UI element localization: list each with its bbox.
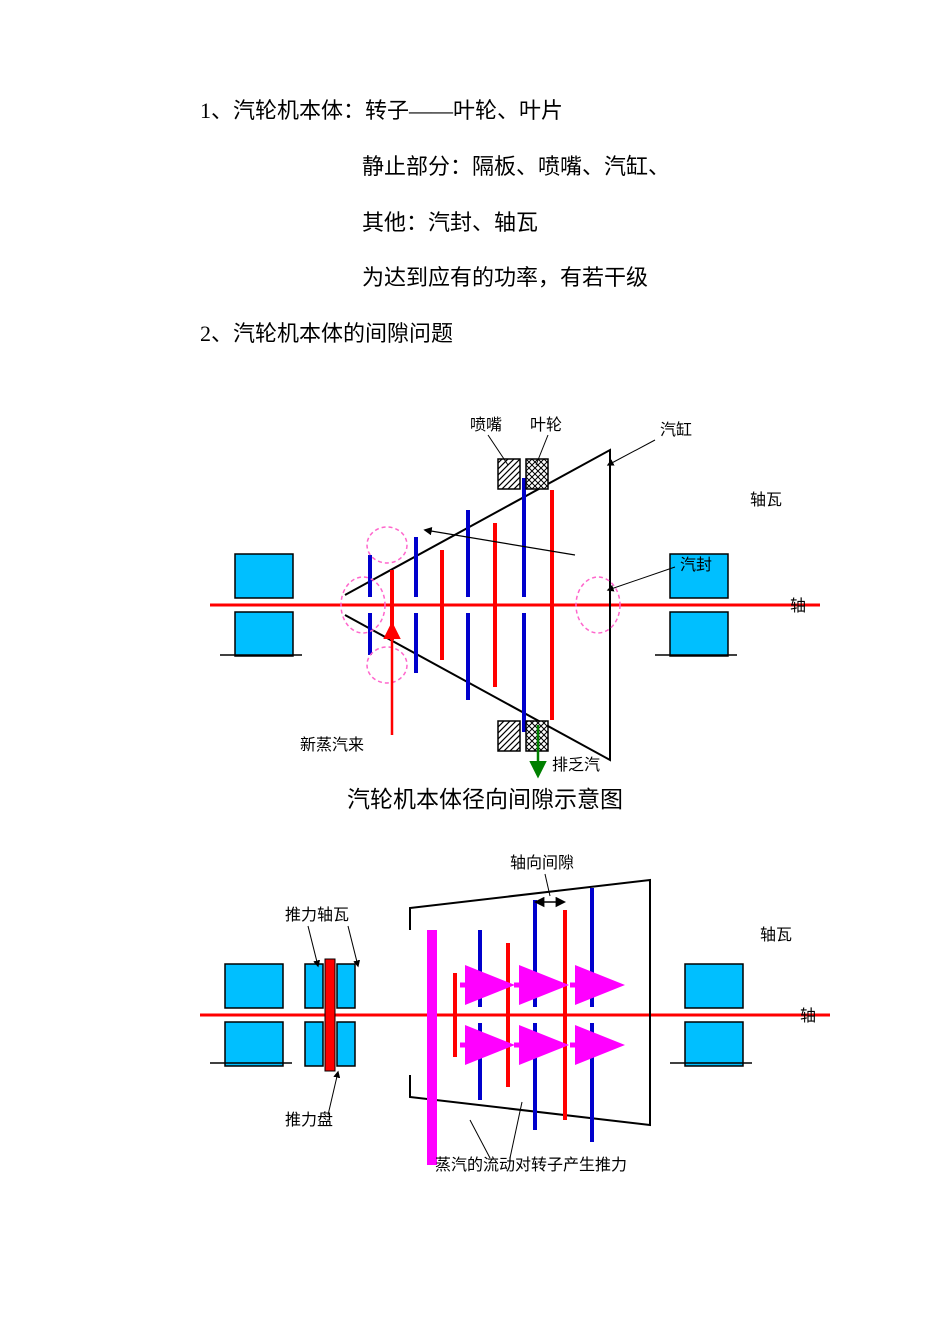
line-5: 2、汽轮机本体的间隙问题: [200, 313, 885, 355]
svg-text:轴: 轴: [800, 1007, 816, 1025]
svg-text:排乏汽: 排乏汽: [552, 756, 600, 774]
line-2: 静止部分：隔板、喷嘴、汽缸、: [200, 146, 885, 188]
axial-clearance-diagram: 推力轴瓦推力盘 轴向间隙轴瓦轴蒸汽的流动对转子产生推力: [130, 820, 830, 1190]
svg-text:喷嘴: 喷嘴: [470, 416, 502, 434]
line-1: 1、汽轮机本体：转子——叶轮、叶片: [200, 90, 885, 132]
svg-text:蒸汽的流动对转子产生推力: 蒸汽的流动对转子产生推力: [435, 1156, 627, 1174]
svg-text:汽缸: 汽缸: [660, 420, 692, 439]
svg-text:轴瓦: 轴瓦: [760, 926, 792, 944]
svg-text:推力轴瓦: 推力轴瓦: [285, 906, 349, 924]
svg-text:汽轮机本体径向间隙示意图: 汽轮机本体径向间隙示意图: [347, 787, 623, 812]
svg-text:轴向间隙: 轴向间隙: [510, 854, 574, 872]
line-4: 为达到应有的功率，有若干级: [200, 257, 885, 299]
radial-clearance-diagram: 喷嘴 叶轮 汽缸轴瓦汽封轴新蒸汽来排乏汽汽轮机本体径向间隙示意图: [130, 375, 830, 815]
svg-text:叶轮: 叶轮: [530, 416, 562, 434]
svg-text:轴: 轴: [790, 597, 806, 615]
svg-text:汽封: 汽封: [680, 556, 712, 574]
line-3: 其他：汽封、轴瓦: [200, 202, 885, 244]
svg-text:新蒸汽来: 新蒸汽来: [300, 736, 364, 754]
svg-text:推力盘: 推力盘: [285, 1110, 333, 1129]
intro-text: 1、汽轮机本体：转子——叶轮、叶片 静止部分：隔板、喷嘴、汽缸、 其他：汽封、轴…: [200, 90, 885, 355]
svg-text:轴瓦: 轴瓦: [750, 491, 782, 509]
